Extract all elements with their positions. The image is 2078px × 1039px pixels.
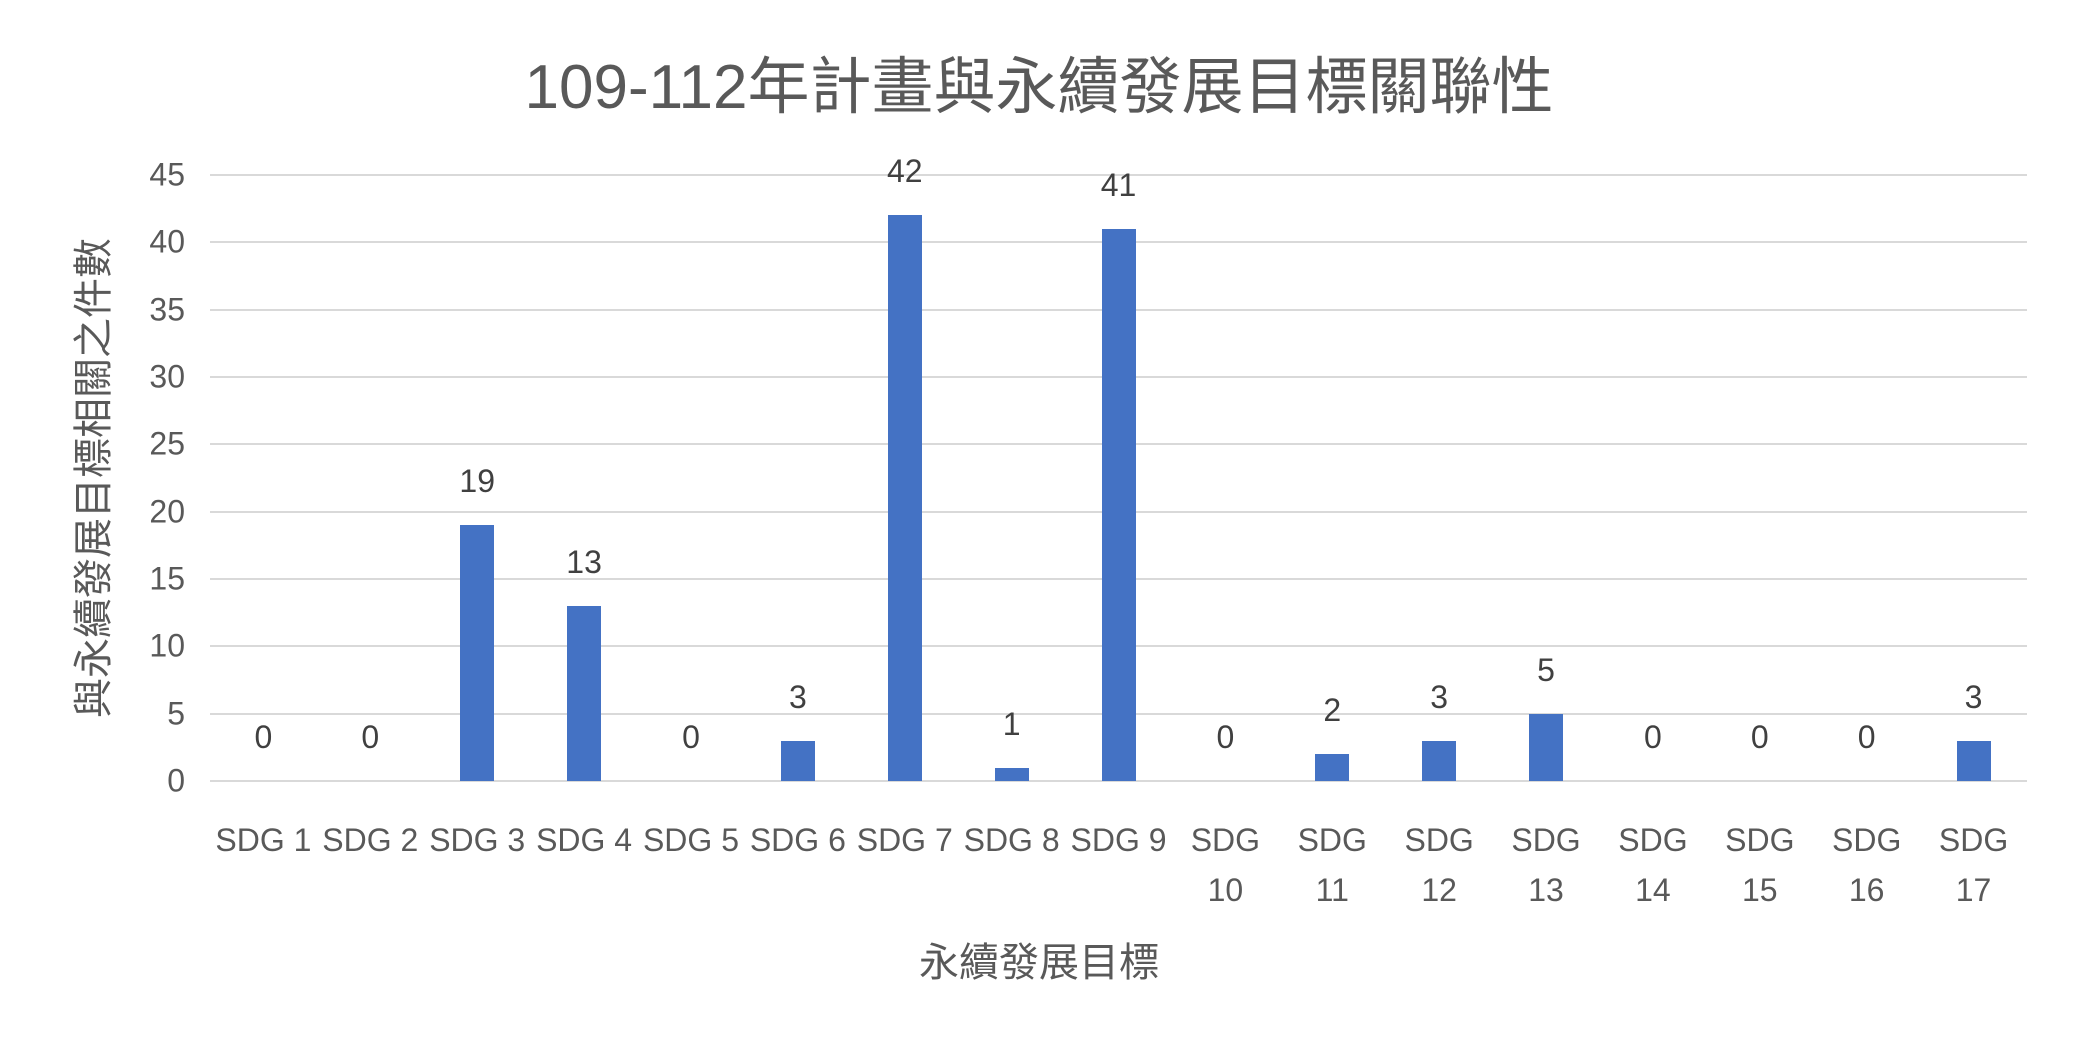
data-label: 0	[361, 719, 380, 755]
data-label: 0	[1857, 719, 1876, 755]
y-tick-label: 0	[167, 762, 185, 799]
x-tick-label: SDG 3	[429, 822, 526, 858]
x-tick-label: SDG 12	[1404, 822, 1474, 908]
x-tick-label: SDG 17	[1938, 822, 2009, 908]
plot-area: 0 0 19 13 0 3 42 1 41 0 2 3 5 0 0 0 3	[210, 153, 2027, 782]
y-tick-label: 15	[149, 560, 185, 597]
data-label: 5	[1537, 651, 1555, 688]
y-tick-label: 45	[149, 156, 185, 193]
bar-sdg-7	[887, 215, 922, 781]
x-tick-label: SDG 9	[1070, 822, 1167, 858]
x-tick-label: SDG 8	[963, 822, 1060, 858]
bar-sdg-4	[567, 605, 602, 781]
data-label: 0	[682, 719, 700, 755]
x-tick-label: SDG 5	[642, 822, 739, 858]
y-tick-label: 35	[149, 291, 185, 328]
bar-sdg-11	[1315, 754, 1350, 781]
x-tick-label: SDG 6	[749, 822, 846, 858]
x-axis-label: 永續發展目標	[919, 941, 1159, 985]
x-tick-label: SDG 11	[1297, 822, 1367, 908]
data-label: 1	[1002, 705, 1021, 742]
y-tick-label: 30	[149, 358, 185, 395]
y-tick-label: 5	[167, 695, 185, 732]
x-tick-label: SDG 2	[322, 822, 419, 858]
x-tick-label: SDG 10	[1190, 822, 1261, 908]
data-label: 42	[886, 153, 923, 190]
x-tick-label: SDG 14	[1618, 822, 1688, 908]
chart-title: 109-112年計畫與永續發展目標關聯性	[524, 53, 1554, 122]
data-label: 3	[1430, 678, 1449, 715]
data-label: 2	[1323, 692, 1342, 729]
x-tick-label: SDG 1	[215, 822, 312, 858]
bar-sdg-3	[460, 525, 495, 781]
data-label: 0	[1750, 719, 1769, 755]
data-label: 41	[1100, 166, 1137, 203]
bar-sdg-13	[1529, 713, 1564, 781]
data-label: 0	[1644, 719, 1662, 755]
data-label: 0	[1216, 719, 1235, 755]
gridline	[210, 174, 2027, 176]
x-tick-label: SDG 15	[1725, 822, 1795, 908]
bar-sdg-12	[1422, 740, 1457, 781]
y-tick-label: 10	[149, 627, 185, 664]
x-tick-label: SDG 13	[1511, 822, 1581, 908]
x-tick-label: SDG 4	[536, 822, 633, 858]
data-label: 13	[566, 543, 602, 580]
bar-sdg-17	[1956, 740, 1991, 781]
data-label: 3	[788, 678, 807, 715]
y-tick-label: 20	[149, 493, 185, 530]
gridline	[210, 780, 2027, 782]
x-tick-label: SDG 7	[856, 822, 953, 858]
bar-sdg-9	[1101, 228, 1136, 781]
y-tick-label: 40	[149, 223, 185, 260]
bar-sdg-6	[780, 740, 815, 781]
data-label: 0	[254, 719, 273, 755]
x-tick-label: SDG 16	[1832, 822, 1902, 908]
y-tick-label: 25	[149, 425, 185, 462]
data-label: 19	[459, 463, 495, 500]
data-label: 3	[1964, 678, 1983, 715]
bar-sdg-8	[994, 767, 1029, 781]
